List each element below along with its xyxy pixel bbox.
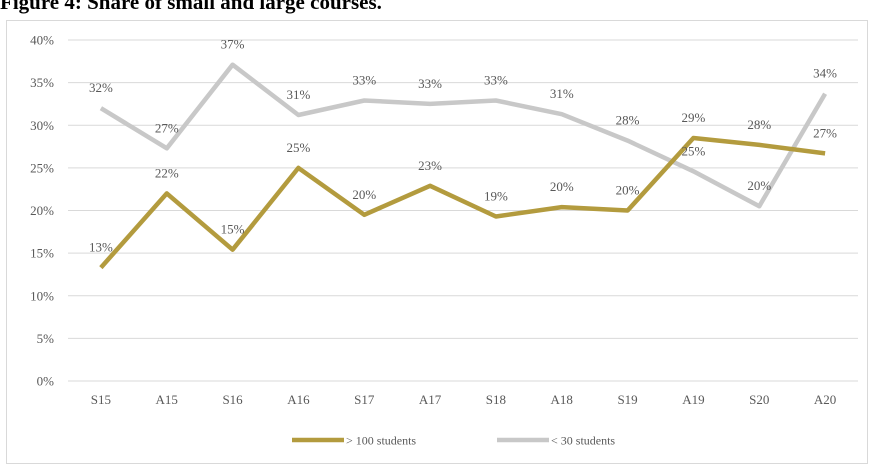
x-tick-label: A20 xyxy=(814,392,836,407)
y-tick-label: 35% xyxy=(30,75,54,90)
x-tick-label: S18 xyxy=(486,392,506,407)
data-label: 29% xyxy=(681,110,705,125)
data-label: 13% xyxy=(89,240,113,255)
data-label: 32% xyxy=(89,80,113,95)
data-label: 28% xyxy=(747,117,771,132)
data-label: 25% xyxy=(681,143,705,158)
data-label: 27% xyxy=(155,120,179,135)
data-labels: 13% 22% 15% 25% 20% 23% 19% 20% 20% 29% 28% 27% 32% 2… xyxy=(89,37,837,255)
y-tick-label: 30% xyxy=(30,118,54,133)
x-tick-label: A16 xyxy=(287,392,310,407)
data-label: 31% xyxy=(286,87,310,102)
x-tick-label: S17 xyxy=(354,392,375,407)
x-axis-ticks: S15 A15 S16 A16 S17 A17 S18 A18 S19 A19 S20 A20 xyxy=(91,392,836,407)
y-tick-label: 0% xyxy=(37,374,55,389)
data-label: 31% xyxy=(550,86,574,101)
x-tick-label: S19 xyxy=(617,392,637,407)
y-tick-label: 10% xyxy=(30,288,54,303)
y-tick-label: 20% xyxy=(30,203,54,218)
y-axis-ticks: 0% 5% 10% 15% 20% 25% 30% 35% 40% xyxy=(30,33,54,389)
data-label: 37% xyxy=(221,37,245,52)
legend-label: > 100 students xyxy=(346,434,416,448)
data-label: 20% xyxy=(550,179,574,194)
data-label: 23% xyxy=(418,158,442,173)
series-line-1 xyxy=(99,62,828,209)
data-label: 28% xyxy=(616,113,640,128)
y-tick-label: 15% xyxy=(30,246,54,261)
data-label: 25% xyxy=(286,140,310,155)
data-label: 15% xyxy=(221,222,245,237)
legend: > 100 students < 30 students xyxy=(292,434,615,448)
y-tick-label: 5% xyxy=(37,331,55,346)
data-label: 27% xyxy=(813,125,837,140)
data-label: 33% xyxy=(352,73,376,88)
y-tick-label: 25% xyxy=(30,160,54,175)
x-tick-label: S20 xyxy=(749,392,769,407)
series-lines xyxy=(99,62,828,270)
series-line-0 xyxy=(99,135,826,270)
x-tick-label: A18 xyxy=(551,392,573,407)
x-tick-label: S15 xyxy=(91,392,111,407)
gridlines xyxy=(68,39,858,382)
data-label: 20% xyxy=(616,183,640,198)
legend-label: < 30 students xyxy=(551,434,615,448)
data-label: 19% xyxy=(484,188,508,203)
x-tick-label: A17 xyxy=(419,392,442,407)
data-label: 22% xyxy=(155,165,179,180)
chart-frame xyxy=(6,20,868,464)
data-label: 33% xyxy=(484,73,508,88)
data-label: 33% xyxy=(418,76,442,91)
figure-title: Figure 4: Share of small and large cours… xyxy=(0,0,382,14)
data-label: 34% xyxy=(813,66,837,81)
x-tick-label: A19 xyxy=(682,392,704,407)
data-label: 20% xyxy=(352,187,376,202)
x-tick-label: A15 xyxy=(156,392,178,407)
data-label: 20% xyxy=(747,178,771,193)
y-tick-label: 40% xyxy=(30,33,54,48)
x-tick-label: S16 xyxy=(222,392,243,407)
